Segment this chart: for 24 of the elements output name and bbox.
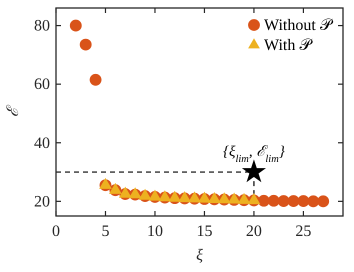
legend-label: Without 𝒫 bbox=[264, 17, 334, 34]
y-axis-title: ℰ bbox=[5, 104, 22, 117]
point bbox=[70, 20, 82, 32]
legend-label: With 𝒫 bbox=[264, 37, 314, 54]
x-tick-label: 5 bbox=[101, 223, 110, 240]
point bbox=[268, 194, 280, 207]
y-tick-label: 80 bbox=[34, 18, 50, 35]
annotation: {ξ$_{lim}$, ℰ$_{lim}$} bbox=[223, 144, 285, 165]
y-tick-label: 20 bbox=[34, 193, 50, 210]
point bbox=[307, 195, 320, 208]
point bbox=[278, 195, 290, 207]
x-tick-label: 15 bbox=[196, 223, 212, 240]
point bbox=[317, 195, 330, 208]
y-tick-label: 40 bbox=[34, 134, 50, 152]
point bbox=[90, 74, 102, 86]
x-axis-title: ξ bbox=[196, 247, 204, 264]
x-tick-label: 25 bbox=[295, 223, 312, 240]
y-tick-label: 60 bbox=[34, 76, 50, 94]
x-tick-label: 0 bbox=[52, 223, 60, 240]
point bbox=[288, 195, 300, 207]
x-tick-label: 10 bbox=[146, 223, 163, 240]
point bbox=[297, 195, 310, 207]
x-tick-label: 20 bbox=[246, 223, 262, 240]
point bbox=[80, 38, 92, 51]
